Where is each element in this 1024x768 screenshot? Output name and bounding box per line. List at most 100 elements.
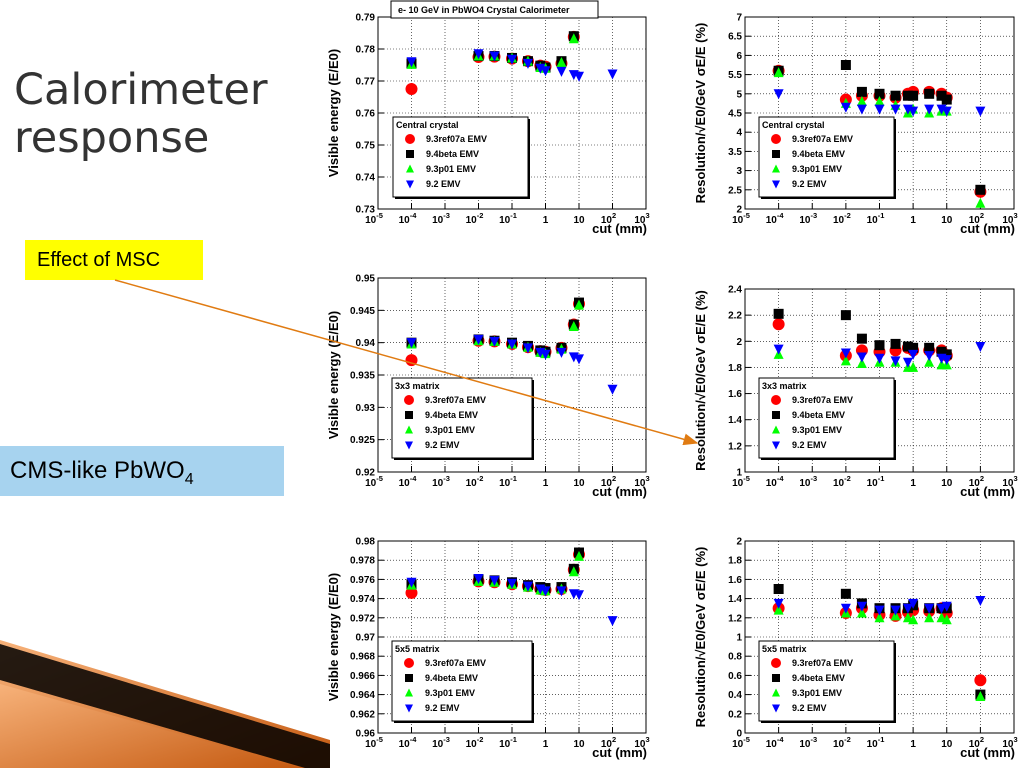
- marker-triangle-up: [874, 612, 885, 623]
- series-9-3p01-emv: [773, 604, 986, 702]
- legend-box: [392, 116, 529, 198]
- marker-triangle-down: [507, 578, 517, 589]
- legend-entry: 9.4beta EMV: [425, 410, 478, 420]
- marker-square: [840, 588, 851, 599]
- legend-entry: 9.4beta EMV: [792, 149, 845, 159]
- marker-triangle-down: [874, 104, 885, 115]
- chart-panel-5: 0.96 0.962 0.964 0.966 0.968 0.97 0.972 0.974 0.…: [326, 537, 650, 761]
- x-tick-label: 10-1: [867, 211, 885, 226]
- marker-square: [936, 346, 947, 357]
- marker-triangle-up: [856, 607, 867, 618]
- y-tick-label: 1.2: [728, 441, 742, 452]
- y-tick-label: 5: [736, 89, 742, 100]
- legend-entry: 9.3ref07a EMV: [426, 134, 487, 144]
- marker-triangle-up: [908, 361, 919, 372]
- series-9-2-emv: [406, 49, 618, 82]
- y-tick-label: 0.75: [356, 141, 376, 152]
- marker-triangle-down: [941, 106, 952, 117]
- y-axis-label: Resolution/√E0/GeV σE/E (%): [693, 290, 708, 471]
- y-tick-label: 3.5: [728, 147, 742, 158]
- marker-circle: [771, 395, 781, 405]
- chart-title: e- 10 GeV in PbWO4 Crystal Calorimeter: [398, 5, 570, 15]
- y-tick-label: 0.98: [356, 537, 376, 548]
- x-tick-label: 10: [941, 215, 953, 226]
- y-axis-label: Resolution/√E0/GeV σE/E (%): [693, 23, 708, 204]
- y-tick-label: 0.93: [356, 403, 376, 414]
- marker-circle: [405, 83, 418, 95]
- y-tick-label: 0.974: [350, 594, 375, 605]
- y-tick-label: 0.78: [356, 45, 376, 56]
- legend-entry: 9.4beta EMV: [792, 673, 845, 683]
- marker-triangle-down: [840, 348, 851, 359]
- x-tick-label: 10-1: [867, 735, 885, 750]
- marker-triangle-up: [941, 614, 952, 625]
- y-tick-label: 0.966: [350, 671, 375, 682]
- series-9-2-emv: [773, 342, 986, 368]
- y-tick-label: 1.6: [728, 575, 742, 586]
- x-tick-label: 10-1: [499, 474, 517, 489]
- marker-triangle-up: [924, 612, 935, 623]
- marker-triangle-up: [772, 688, 780, 697]
- y-tick-label: 0: [736, 729, 742, 740]
- x-tick-label: 10-2: [466, 211, 484, 226]
- marker-triangle-down: [924, 351, 935, 362]
- marker-triangle-down: [473, 573, 484, 584]
- marker-square: [840, 60, 851, 70]
- x-tick-label: 10-2: [466, 474, 484, 489]
- legend-entry: 9.3ref07a EMV: [425, 395, 486, 405]
- marker-square: [772, 674, 780, 682]
- y-tick-label: 1.4: [728, 594, 742, 605]
- x-tick-label: 10-4: [399, 474, 418, 489]
- x-axis-label: cut (mm): [960, 484, 1015, 499]
- x-tick-label: 10-3: [799, 474, 817, 489]
- x-tick-label: 1: [543, 739, 549, 750]
- marker-triangle-down: [856, 601, 867, 612]
- legend-entry: 9.3ref07a EMV: [792, 395, 853, 405]
- x-tick-label: 10: [573, 215, 585, 226]
- marker-triangle-down: [406, 57, 417, 68]
- marker-triangle-down: [489, 575, 500, 586]
- x-axis-label: cut (mm): [592, 484, 647, 499]
- marker-triangle-up: [568, 33, 579, 44]
- x-tick-label: 10-2: [466, 735, 484, 750]
- x-tick-label: 10-4: [766, 211, 785, 226]
- marker-square: [406, 150, 414, 158]
- x-tick-label: 10-1: [499, 211, 517, 226]
- y-tick-label: 1.8: [728, 363, 742, 374]
- x-axis-label: cut (mm): [960, 745, 1015, 760]
- series-9-4beta-emv: [773, 308, 952, 360]
- x-tick-label: 10-2: [833, 735, 851, 750]
- y-tick-label: 0.972: [350, 613, 375, 624]
- marker-square: [975, 184, 986, 195]
- marker-triangle-up: [874, 95, 885, 106]
- legend-entry: 9.3p01 EMV: [792, 688, 842, 698]
- x-tick-label: 10: [941, 739, 953, 750]
- y-tick-label: 7: [736, 13, 742, 24]
- marker-square: [840, 310, 851, 321]
- marker-circle: [405, 586, 418, 599]
- y-tick-label: 0.96: [356, 729, 376, 740]
- marker-triangle-down: [924, 104, 935, 115]
- marker-circle: [771, 134, 781, 144]
- y-tick-label: 1.8: [728, 556, 742, 567]
- y-tick-label: 0.8: [728, 652, 742, 663]
- marker-square: [856, 86, 867, 97]
- y-axis-label: Visible energy (E/E0): [326, 573, 341, 701]
- marker-triangle-up: [405, 688, 413, 697]
- y-tick-label: 0.97: [356, 633, 376, 644]
- legend-entry: 9.2 EMV: [426, 179, 461, 189]
- marker-triangle-down: [908, 349, 919, 360]
- x-tick-label: 10-3: [799, 211, 817, 226]
- legend-entry: 9.3p01 EMV: [792, 425, 842, 435]
- marker-triangle-down: [540, 586, 551, 597]
- marker-circle: [404, 658, 414, 668]
- legend-entry: 9.3ref07a EMV: [792, 134, 853, 144]
- y-axis-label: Visible energy (E/E0): [326, 49, 341, 177]
- marker-circle: [974, 674, 987, 687]
- legend-entry: 9.3ref07a EMV: [425, 658, 486, 668]
- marker-square: [941, 94, 952, 105]
- y-tick-label: 0.74: [356, 173, 376, 184]
- y-tick-label: 5.5: [728, 70, 742, 81]
- marker-triangle-down: [773, 89, 784, 100]
